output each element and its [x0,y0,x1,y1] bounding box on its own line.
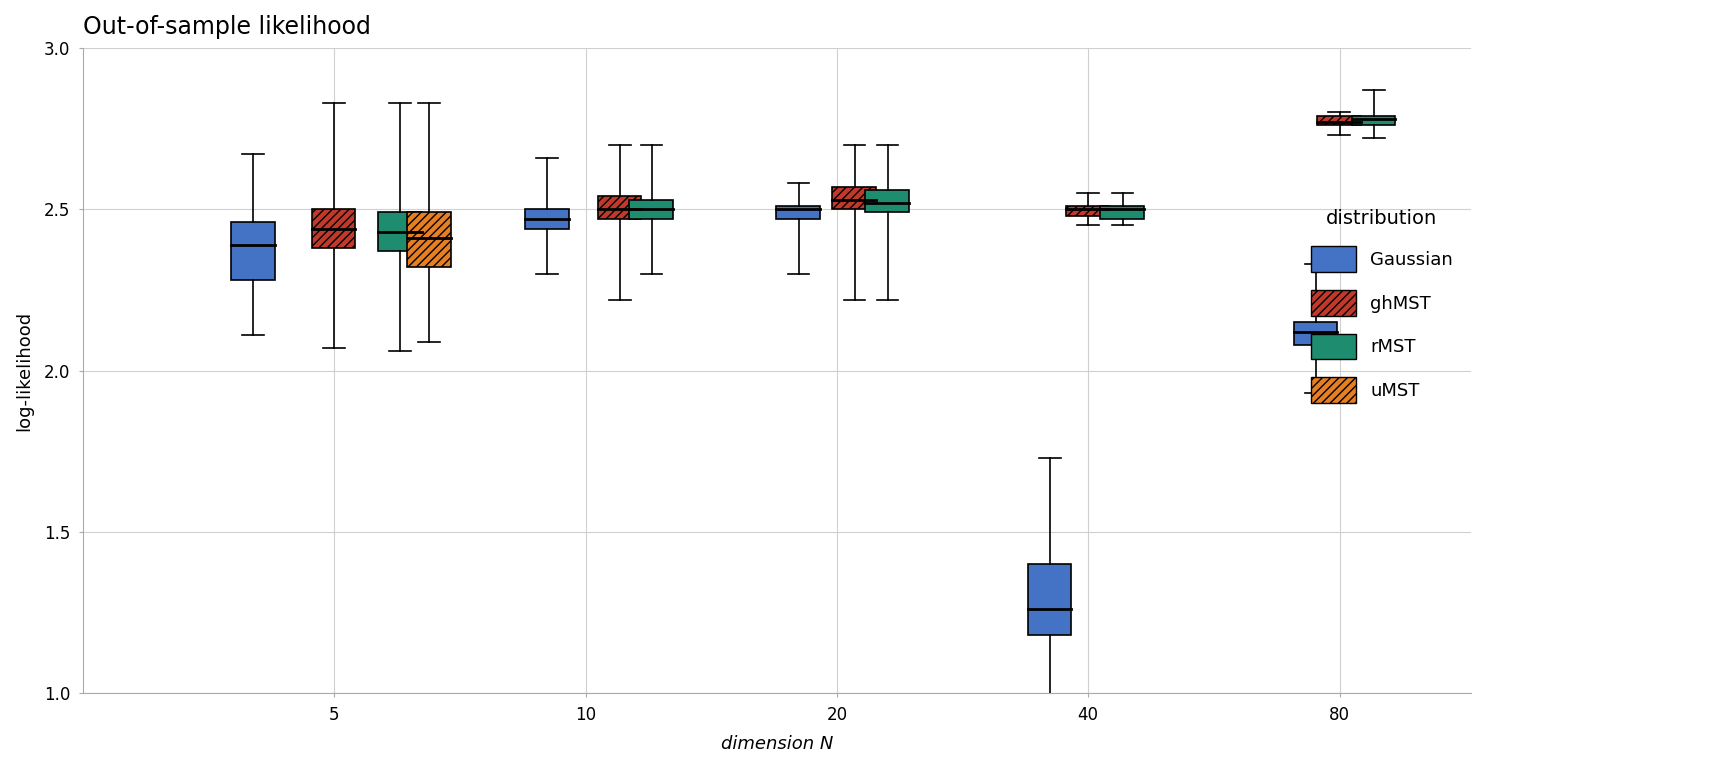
Bar [598,197,641,219]
Y-axis label: log-likelihood: log-likelihood [16,310,33,431]
Bar [525,209,569,229]
Bar [1294,323,1337,345]
Bar [866,190,909,213]
Bar [1317,116,1360,125]
X-axis label: dimension N: dimension N [721,735,833,753]
Bar [1101,206,1144,219]
Bar [629,200,672,219]
Legend: Gaussian, ghMST, rMST, uMST: Gaussian, ghMST, rMST, uMST [1301,200,1462,412]
Text: Out-of-sample likelihood: Out-of-sample likelihood [83,15,372,39]
Bar [1351,116,1394,125]
Bar [311,209,356,248]
Bar [1028,564,1071,635]
Bar [232,222,275,280]
Bar [378,213,422,251]
Bar [833,187,876,209]
Bar [1066,206,1109,216]
Bar [776,206,819,219]
Bar [408,213,451,267]
